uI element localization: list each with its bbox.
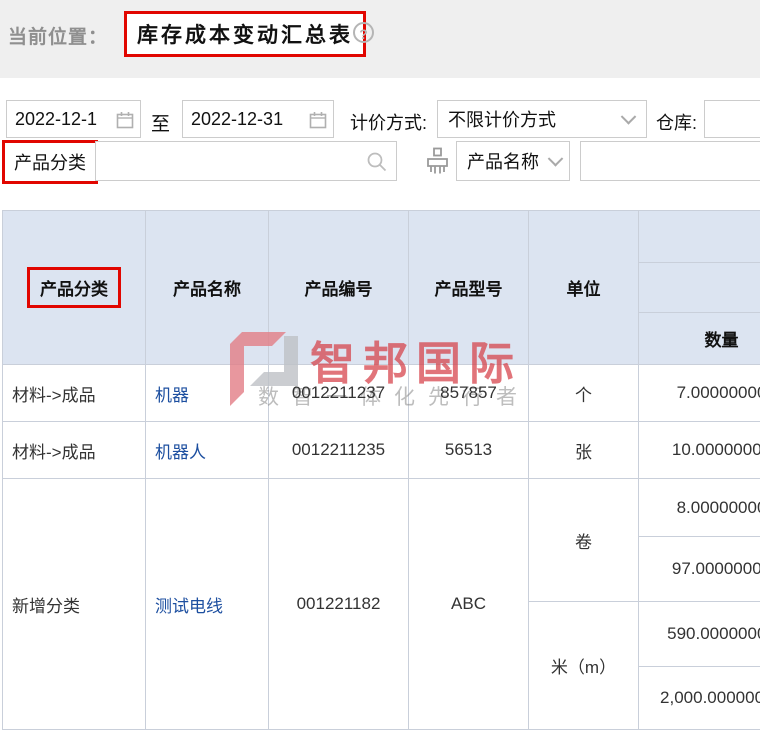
product-link[interactable]: 机器人 [145, 421, 269, 479]
search-field-value: 产品名称 [467, 152, 539, 172]
search-icon[interactable] [366, 151, 388, 173]
col-header-category[interactable]: 产品分类 [2, 210, 146, 365]
cell-qty: 590.00000000 [638, 601, 760, 667]
summary-table: 产品分类 产品名称 产品编号 产品型号 单位 数量 材料->成品 机器 [2, 210, 760, 730]
col-header-unit[interactable]: 单位 [528, 210, 639, 365]
cell-category: 材料->成品 [2, 364, 146, 422]
cell-unit: 卷 [528, 478, 639, 602]
cell-unit: 张 [528, 421, 639, 479]
category-header-highlight: 产品分类 [27, 267, 121, 308]
search-field-select[interactable]: 产品名称 [456, 141, 570, 181]
help-icon[interactable]: ? [353, 22, 374, 43]
cell-code: 0012211237 [268, 364, 409, 422]
col-header-name[interactable]: 产品名称 [145, 210, 269, 365]
table-row: 新增分类 测试电线 001221182 ABC 卷 8.00000000 [2, 478, 760, 730]
product-name-field[interactable] [580, 141, 760, 181]
cell-qty: 97.00000000 [638, 536, 760, 602]
table-row: 米（m） 590.00000000 [3, 601, 760, 730]
calendar-icon[interactable] [116, 111, 134, 129]
col-header-qty[interactable]: 数量 [638, 312, 760, 365]
pricing-method-select[interactable]: 不限计价方式 [437, 100, 647, 138]
date-from-field[interactable] [6, 100, 141, 138]
table-row: 2,000.00000000 [3, 666, 760, 730]
breadcrumb-bar: 当前位置： 库存成本变动汇总表 ? [0, 0, 760, 78]
cell-model: 857857 [408, 364, 529, 422]
cell-code: 0012211235 [268, 421, 409, 479]
cell-model: 56513 [408, 421, 529, 479]
product-name-input[interactable] [581, 142, 760, 180]
product-category-input[interactable] [96, 142, 396, 180]
cell-qty: 8.00000000 [638, 478, 760, 537]
cell-code: 001221182 [268, 478, 409, 730]
table-row: 材料->成品 机器人 0012211235 56513 张 10.0000000… [2, 421, 760, 479]
cell-category: 新增分类 [2, 478, 146, 730]
table-row: 97.00000000 [3, 536, 760, 602]
product-link[interactable]: 机器 [145, 364, 269, 422]
product-category-filter-label: 产品分类 [2, 140, 98, 184]
cell-unit: 个 [528, 364, 639, 422]
clear-brush-icon[interactable] [424, 147, 451, 175]
chevron-down-icon [620, 109, 637, 125]
pricing-method-value: 不限计价方式 [448, 110, 556, 130]
cell-qty: 7.00000000 [638, 364, 760, 422]
col-header-group-top [638, 210, 760, 263]
date-to-field[interactable] [182, 100, 334, 138]
page-title: 库存成本变动汇总表 [124, 11, 366, 57]
cell-category: 材料->成品 [2, 421, 146, 479]
warehouse-field[interactable] [704, 100, 760, 138]
col-header-code[interactable]: 产品编号 [268, 210, 409, 365]
col-header-model[interactable]: 产品型号 [408, 210, 529, 365]
cell-model: ABC [408, 478, 529, 730]
breadcrumb-label: 当前位置： [8, 27, 109, 48]
table-row: 材料->成品 机器 0012211237 857857 个 7.00000000 [2, 364, 760, 422]
calendar-icon[interactable] [309, 111, 327, 129]
col-header-group-mid [638, 262, 760, 313]
cell-qty: 10.00000000 [638, 421, 760, 479]
cell-unit: 米（m） [528, 601, 639, 730]
chevron-down-icon [547, 151, 564, 167]
cell-qty: 2,000.00000000 [638, 666, 760, 730]
product-link[interactable]: 测试电线 [145, 478, 269, 730]
warehouse-input[interactable] [705, 101, 760, 137]
product-category-field[interactable] [95, 141, 397, 181]
pricing-method-label: 计价方式: [350, 113, 428, 133]
date-to-input[interactable] [183, 101, 333, 137]
date-range-to-label: 至 [151, 114, 171, 135]
warehouse-label: 仓库: [656, 113, 698, 133]
